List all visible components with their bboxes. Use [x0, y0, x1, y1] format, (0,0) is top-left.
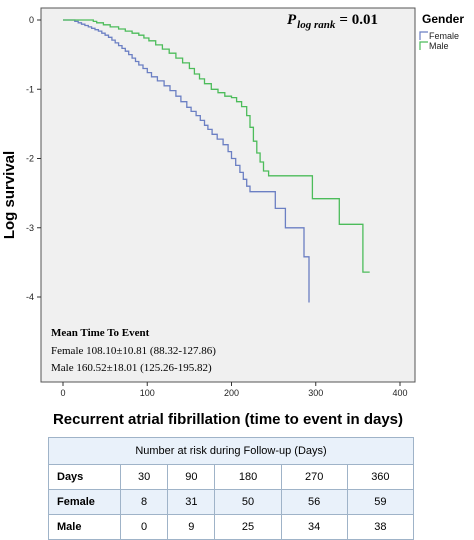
- series-line-male: [63, 19, 370, 273]
- x-tick-label: 300: [308, 388, 323, 398]
- mean-time-title: Mean Time To Event: [51, 327, 150, 339]
- legend: Gender Female Male: [419, 12, 464, 51]
- series-layer: [63, 19, 370, 303]
- days-cell: 90: [167, 464, 216, 490]
- male-risk-cell: 34: [280, 514, 348, 540]
- male-risk-cell: 0: [119, 514, 169, 540]
- days-cell: 180: [214, 464, 282, 490]
- y-tick-label: -4: [26, 292, 34, 302]
- x-tick-label: 400: [392, 388, 407, 398]
- mean-time-box: Mean Time To Event Female 108.10±10.81 (…: [51, 327, 216, 374]
- male-row-label: Male: [48, 514, 121, 540]
- male-risk-cell: 25: [214, 514, 282, 540]
- p-value: = 0.01: [339, 12, 378, 28]
- days-cell: 360: [346, 464, 415, 490]
- risk-table-caption: Number at risk during Follow-up (Days): [48, 437, 414, 465]
- y-axis-title: Log survival: [1, 151, 18, 239]
- male-risk-cell: 9: [167, 514, 216, 540]
- series-line-female: [63, 19, 310, 303]
- p-subscript: log rank: [297, 19, 336, 31]
- female-risk-cell: 59: [346, 489, 415, 515]
- x-tick-label: 0: [60, 388, 65, 398]
- legend-title: Gender: [422, 12, 464, 26]
- risk-table-days-row: Days 30 90 180 270 360: [48, 464, 415, 490]
- p-prefix: P: [287, 12, 297, 28]
- km-chart: 0 100 200 300 400 0 -1 -2 -3 -4 Plog rank = 0.01 G…: [1, 7, 465, 428]
- axes: 0 100 200 300 400 0 -1 -2 -3 -4: [26, 15, 408, 398]
- legend-female-label: Female: [429, 31, 459, 41]
- x-tick-label: 100: [140, 388, 155, 398]
- y-tick-label: -1: [26, 84, 34, 94]
- days-row-label: Days: [48, 464, 121, 490]
- legend-male-label: Male: [429, 41, 449, 51]
- plot-area: [40, 7, 416, 383]
- female-risk-cell: 31: [167, 489, 216, 515]
- x-axis-title: Recurrent atrial fibrillation (time to e…: [53, 411, 403, 428]
- legend-female-swatch: [419, 31, 428, 40]
- male-risk-cell: 38: [346, 514, 415, 540]
- female-row-label: Female: [48, 489, 121, 515]
- days-cell: 270: [280, 464, 348, 490]
- mean-time-male: Male 160.52±18.01 (125.26-195.82): [51, 362, 212, 374]
- risk-table-caption-row: Number at risk during Follow-up (Days): [48, 437, 414, 465]
- risk-table-female-row: Female 8 31 50 56 59: [48, 489, 415, 515]
- y-tick-label: 0: [29, 15, 34, 25]
- mean-time-female: Female 108.10±10.81 (88.32-127.86): [51, 345, 216, 357]
- female-risk-cell: 56: [280, 489, 348, 515]
- risk-table: Number at risk during Follow-up (Days) D…: [48, 437, 415, 540]
- p-annotation: Plog rank = 0.01: [287, 12, 378, 31]
- risk-table-male-row: Male 0 9 25 34 38: [48, 514, 415, 540]
- female-risk-cell: 8: [119, 489, 169, 515]
- legend-male-swatch: [419, 41, 428, 50]
- y-tick-label: -2: [26, 154, 34, 164]
- y-tick-label: -3: [26, 223, 34, 233]
- risk-table-container: Number at risk during Follow-up (Days) D…: [48, 437, 415, 540]
- x-tick-label: 200: [224, 388, 239, 398]
- days-cell: 30: [119, 464, 169, 490]
- female-risk-cell: 50: [214, 489, 282, 515]
